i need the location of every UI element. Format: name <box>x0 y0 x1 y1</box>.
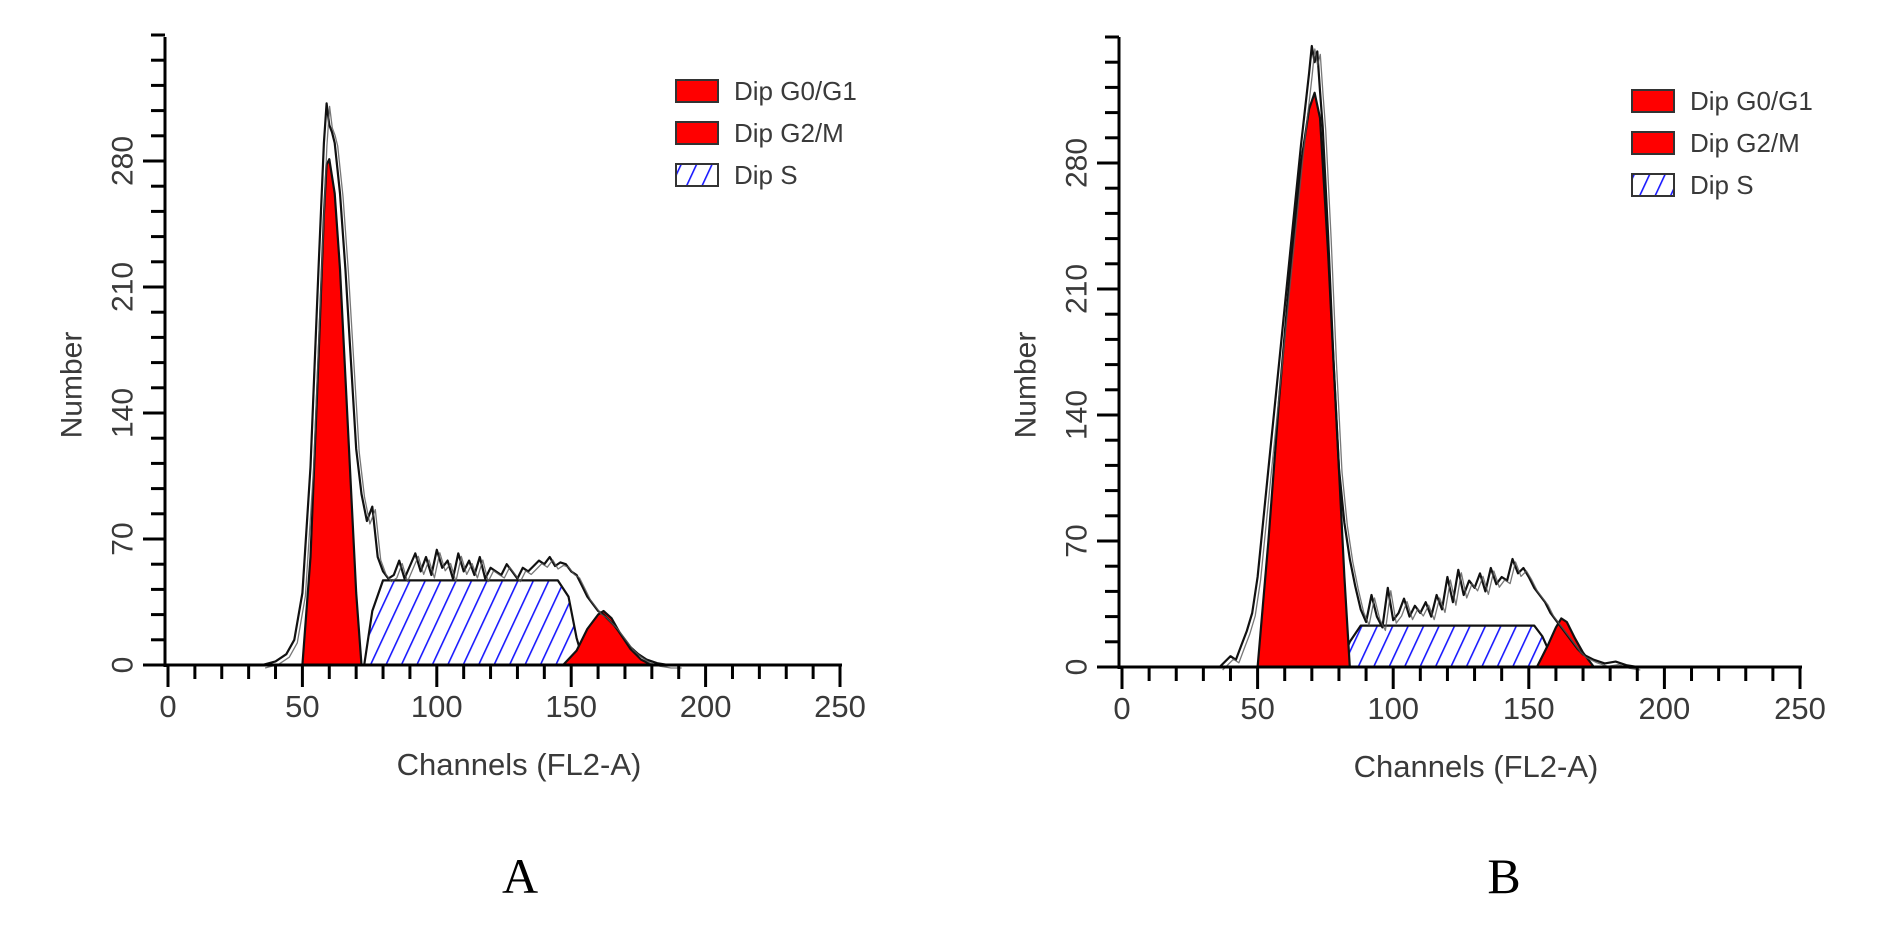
x-tick-label: 150 <box>1503 691 1555 726</box>
x-tick-label: 250 <box>814 689 866 724</box>
legend-swatch <box>675 79 719 103</box>
y-tick-label: 70 <box>107 522 140 555</box>
histogram-envelope <box>264 105 682 669</box>
legend-label: Dip S <box>1690 170 1754 200</box>
x-tick-label: 150 <box>545 689 597 724</box>
histogram-trace <box>1218 44 1638 669</box>
series-dip-s <box>363 579 586 667</box>
histogram-envelope <box>1222 48 1641 671</box>
legend-swatch <box>1631 173 1675 197</box>
x-tick-label: 0 <box>1113 691 1130 726</box>
legend-swatch <box>1631 131 1675 155</box>
series-dip-g0-g1 <box>1256 91 1351 669</box>
panel-label-b: B <box>1487 848 1520 904</box>
series-dip-s <box>1337 624 1558 669</box>
legend-swatch <box>1631 89 1675 113</box>
legend-swatch <box>675 163 719 187</box>
y-tick-label: 280 <box>107 136 140 186</box>
y-tick-label: 0 <box>1061 659 1094 676</box>
x-tick-label: 200 <box>1639 691 1691 726</box>
y-tick-label: 140 <box>107 388 140 438</box>
x-axis-label: Channels (FL2-A) <box>397 747 642 782</box>
legend-label: Dip S <box>734 160 798 190</box>
panel-label-a: A <box>502 848 538 904</box>
x-axis-label: Channels (FL2-A) <box>1354 749 1599 784</box>
y-axis-label: Number <box>56 332 89 439</box>
y-tick-label: 210 <box>1061 264 1094 314</box>
y-tick-label: 0 <box>107 657 140 674</box>
legend-label: Dip G2/M <box>1690 128 1800 158</box>
x-tick-label: 50 <box>285 689 319 724</box>
y-tick-label: 210 <box>107 262 140 312</box>
x-tick-label: 50 <box>1240 691 1274 726</box>
x-tick-label: 100 <box>411 689 463 724</box>
legend-label: Dip G0/G1 <box>734 76 857 106</box>
panel-b: 0 70 140 210 280 Number 0 50 100 150 200 250 Channel… <box>1010 35 1826 784</box>
y-tick-label: 70 <box>1061 524 1094 557</box>
series-dip-g2-m <box>561 609 653 667</box>
legend-label: Dip G2/M <box>734 118 844 148</box>
y-tick-label: 140 <box>1061 390 1094 440</box>
y-tick-label: 280 <box>1061 138 1094 188</box>
panel-a: 0 70 140 210 280 Number 0 50 100 150 200 250 Channel… <box>56 33 866 782</box>
legend-label: Dip G0/G1 <box>1690 86 1813 116</box>
x-tick-label: 100 <box>1367 691 1419 726</box>
series-dip-g2-m <box>1535 617 1596 669</box>
y-axis-label: Number <box>1010 332 1043 439</box>
x-tick-label: 250 <box>1774 691 1826 726</box>
legend-swatch <box>675 121 719 145</box>
series-dip-g0-g1 <box>301 158 363 667</box>
x-tick-label: 200 <box>680 689 732 724</box>
x-tick-label: 0 <box>159 689 176 724</box>
